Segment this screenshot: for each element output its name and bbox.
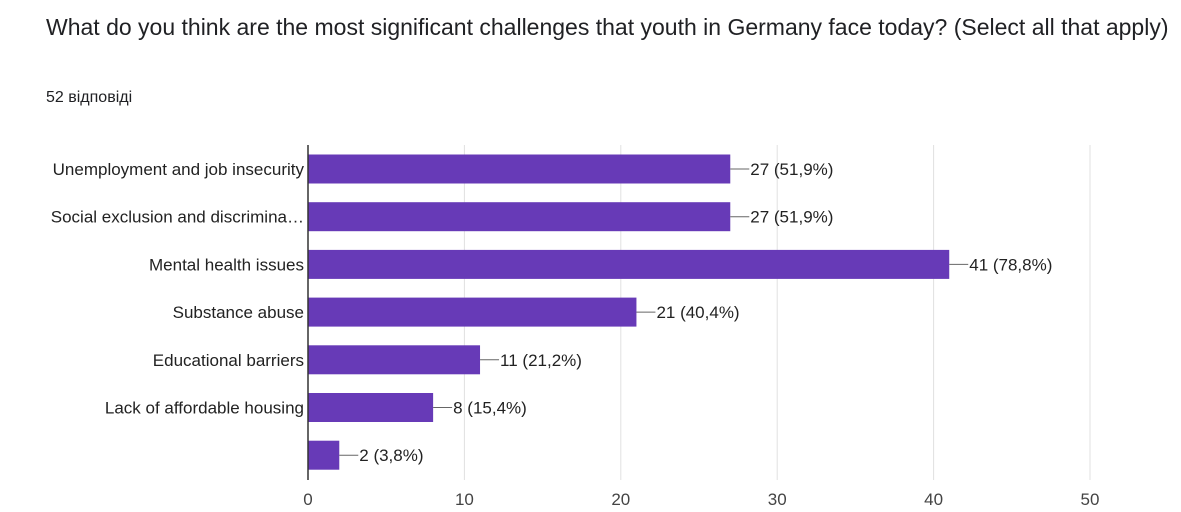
bar bbox=[308, 393, 434, 422]
data-label: 27 (51,9%) bbox=[750, 160, 833, 179]
bar bbox=[308, 154, 731, 184]
data-label: 27 (51,9%) bbox=[750, 208, 833, 227]
x-tick-label: 40 bbox=[924, 490, 943, 509]
data-label: 21 (40,4%) bbox=[656, 303, 739, 322]
data-label: 8 (15,4%) bbox=[453, 399, 527, 418]
x-tick-label: 10 bbox=[455, 490, 474, 509]
x-tick-label: 0 bbox=[303, 490, 312, 509]
category-label: Mental health issues bbox=[149, 255, 304, 274]
category-label: Educational barriers bbox=[153, 351, 304, 370]
bar bbox=[308, 345, 481, 375]
question-title: What do you think are the most significa… bbox=[46, 14, 1169, 40]
x-tick-label: 30 bbox=[768, 490, 787, 509]
bar bbox=[308, 440, 340, 470]
category-label: Lack of affordable housing bbox=[105, 399, 304, 418]
category-label: Social exclusion and discrimina… bbox=[51, 208, 304, 227]
data-label: 2 (3,8%) bbox=[359, 446, 423, 465]
x-tick-label: 50 bbox=[1081, 490, 1100, 509]
data-label: 11 (21,2%) bbox=[500, 351, 582, 370]
category-label: Unemployment and job insecurity bbox=[53, 160, 305, 179]
bar bbox=[308, 249, 950, 279]
data-label: 41 (78,8%) bbox=[969, 255, 1052, 274]
x-tick-label: 20 bbox=[611, 490, 630, 509]
bar bbox=[308, 297, 637, 327]
bar bbox=[308, 202, 731, 232]
response-count: 52 відповіді bbox=[46, 89, 133, 106]
category-label: Substance abuse bbox=[173, 303, 304, 322]
